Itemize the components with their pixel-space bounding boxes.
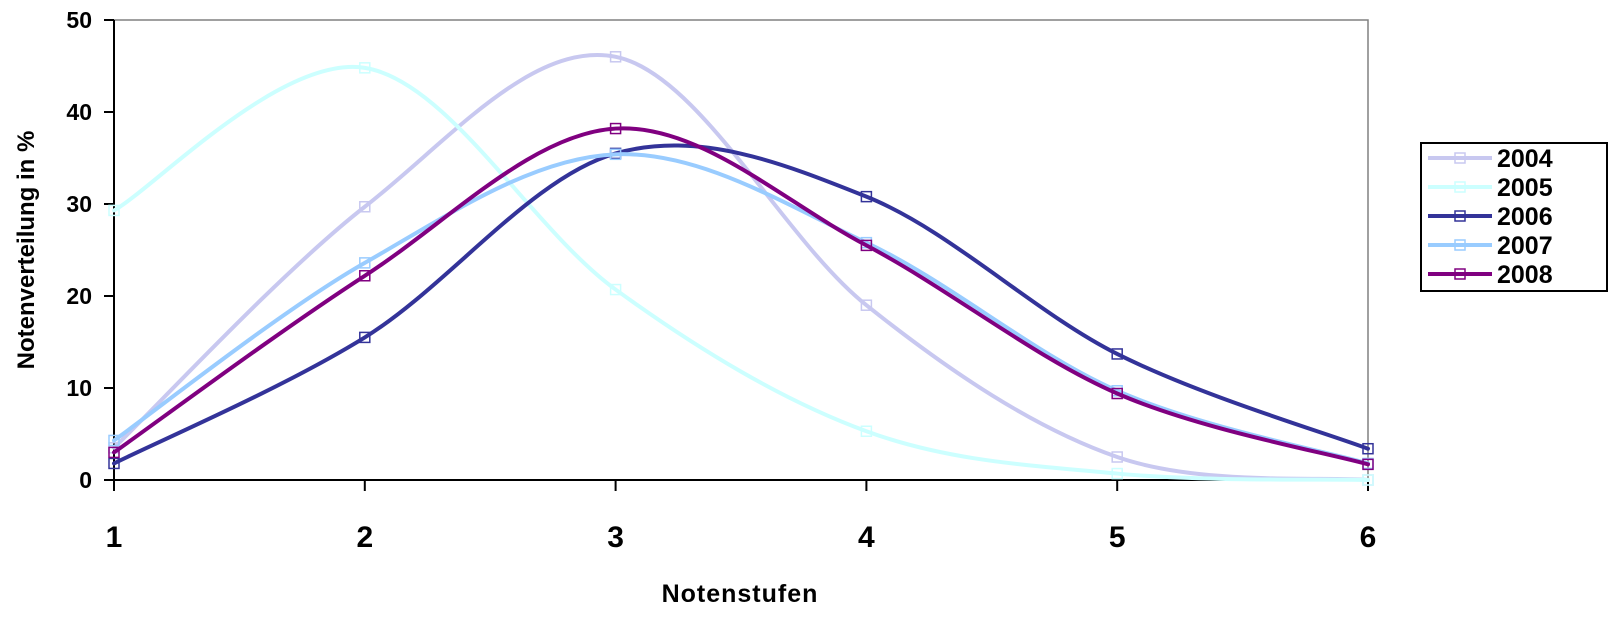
- y-tick-label: 0: [79, 467, 92, 493]
- data-point-2008: [1362, 458, 1374, 471]
- data-point-2004: [860, 299, 873, 311]
- legend-marker-2006: [1454, 210, 1466, 222]
- data-point-2004: [609, 51, 622, 63]
- series-2006: [108, 143, 1374, 470]
- legend-label-2008: 2008: [1497, 261, 1553, 289]
- y-axis: 0 10 20 30 40 50: [66, 7, 115, 493]
- legend-label-2005: 2005: [1497, 174, 1553, 202]
- data-point-2007: [108, 434, 120, 447]
- data-point-2007: [609, 148, 622, 161]
- data-point-2008: [359, 270, 371, 282]
- legend-marker-2004: [1454, 152, 1466, 164]
- x-tick-label: 6: [1360, 521, 1377, 554]
- legend-marker-2005: [1454, 181, 1466, 193]
- x-tick-label: 5: [1109, 521, 1126, 554]
- plot-border: [114, 19, 1369, 480]
- data-point-2006: [860, 190, 873, 203]
- legend-label-2004: 2004: [1497, 145, 1553, 173]
- x-tick-label: 1: [106, 521, 123, 554]
- data-point-2008: [108, 446, 120, 459]
- x-tick-label: 3: [607, 521, 624, 554]
- data-point-2005: [108, 204, 120, 217]
- series-line-2004: [112, 53, 1370, 482]
- series-layer: [108, 51, 1374, 486]
- data-point-2005: [609, 283, 622, 296]
- y-tick-label: 20: [66, 283, 92, 309]
- legend-marker-2007: [1454, 239, 1466, 251]
- legend-item-2006: 2006: [1428, 203, 1553, 231]
- series-line-2005: [112, 64, 1370, 482]
- data-point-2005: [359, 62, 371, 74]
- y-axis-title: Notenverteilung in %: [13, 131, 40, 370]
- legend-item-2004: 2004: [1428, 145, 1553, 173]
- x-axis-title: Notenstufen: [662, 580, 819, 608]
- legend-label-2007: 2007: [1497, 232, 1553, 260]
- data-point-2004: [359, 201, 371, 213]
- series-2007: [108, 148, 1374, 470]
- legend-item-2007: 2007: [1428, 232, 1553, 260]
- y-tick-label: 40: [66, 99, 92, 125]
- data-point-2006: [359, 331, 371, 344]
- series-line-2008: [112, 126, 1370, 467]
- series-2004: [108, 51, 1374, 486]
- y-tick-label: 50: [66, 7, 92, 33]
- y-tick-label: 10: [66, 375, 92, 401]
- plot-area: [114, 19, 1369, 480]
- y-tick-label: 30: [66, 191, 92, 217]
- legend-item-2008: 2008: [1428, 261, 1553, 289]
- data-point-2004: [1111, 451, 1123, 463]
- legend-label-2006: 2006: [1497, 203, 1553, 231]
- data-point-2006: [1111, 348, 1123, 360]
- data-point-2005: [1111, 467, 1123, 480]
- x-tick-label: 4: [858, 521, 875, 554]
- data-point-2006: [1362, 442, 1374, 455]
- legend-item-2005: 2005: [1428, 174, 1553, 202]
- series-2005: [108, 62, 1374, 486]
- data-point-2005: [860, 425, 873, 437]
- legend-marker-2008: [1454, 268, 1466, 280]
- data-point-2007: [359, 257, 371, 269]
- data-point-2005: [1362, 474, 1374, 486]
- series-2008: [108, 122, 1374, 471]
- data-point-2008: [609, 122, 622, 135]
- x-tick-label: 2: [356, 521, 373, 554]
- series-line-2006: [112, 143, 1370, 466]
- data-point-2008: [860, 239, 873, 252]
- data-point-2006: [108, 457, 120, 470]
- x-axis: 1 2 3 4 5 6: [106, 479, 1377, 554]
- series-line-2007: [112, 152, 1370, 466]
- data-point-2008: [1111, 387, 1123, 400]
